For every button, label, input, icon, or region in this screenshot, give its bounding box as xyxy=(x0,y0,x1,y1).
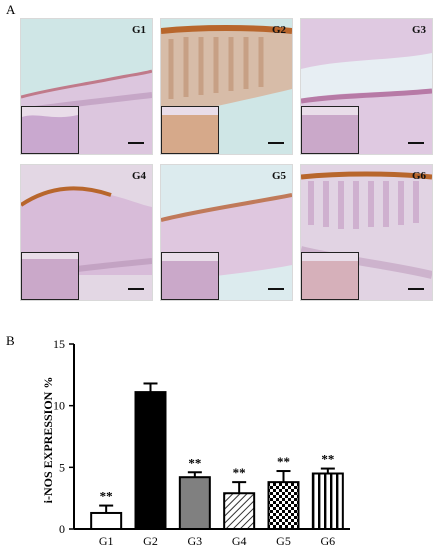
bar-g4 xyxy=(223,492,256,531)
scale-bar xyxy=(128,142,144,144)
significance-label: ** xyxy=(188,455,201,470)
x-tick-label: G6 xyxy=(320,534,335,548)
micrograph-g2-image xyxy=(161,19,292,154)
micrograph-g4: G4 xyxy=(20,164,153,301)
micrograph-g6-label: G6 xyxy=(411,170,426,182)
panel-a-letter: A xyxy=(6,2,16,17)
micrograph-g1-inset xyxy=(21,106,79,154)
scale-bar xyxy=(268,142,284,144)
micrograph-g5-label: G5 xyxy=(271,170,286,182)
scale-bar xyxy=(268,288,284,290)
scale-bar xyxy=(128,288,144,290)
micrograph-g2-label: G2 xyxy=(271,24,286,36)
micrograph-g4-inset xyxy=(21,252,79,300)
y-tick-label: 10 xyxy=(53,399,65,413)
micrograph-g6-inset xyxy=(301,252,359,300)
significance-label: ** xyxy=(277,454,290,469)
y-tick-label: 15 xyxy=(53,337,65,351)
micrograph-g4-label: G4 xyxy=(131,170,146,182)
x-tick-label: G2 xyxy=(143,534,158,548)
micrograph-g3-label: G3 xyxy=(411,24,426,36)
micrograph-g2: G2 xyxy=(160,18,293,155)
bar-g1 xyxy=(90,511,123,530)
significance-label: ** xyxy=(233,465,246,480)
y-tick-label: 0 xyxy=(59,522,65,536)
x-tick-label: G3 xyxy=(187,534,202,548)
micrograph-g3: G3 xyxy=(300,18,433,155)
bar-chart: i-NOS EXPRESSION % 0 5 10 15 ** G1 G2 ** G3 ** G4 *… xyxy=(41,337,350,548)
panel-b-letter: B xyxy=(6,333,15,348)
x-tick-label: G5 xyxy=(276,534,291,548)
micrograph-g2-inset xyxy=(161,106,219,154)
bar-g5 xyxy=(267,481,300,530)
y-tick-label: 5 xyxy=(59,460,65,474)
bar-g6 xyxy=(311,472,344,530)
y-axis-title: i-NOS EXPRESSION % xyxy=(41,377,55,504)
bar-g2 xyxy=(134,391,167,530)
x-tick-label: G4 xyxy=(232,534,247,548)
micrograph-g1-label: G1 xyxy=(131,24,146,36)
micrograph-g1: G1 xyxy=(20,18,153,155)
micrograph-g5: G5 xyxy=(160,164,293,301)
micrograph-grid: G1 G2 G3 xyxy=(20,18,433,310)
bar-g3 xyxy=(178,476,211,530)
micrograph-g3-inset xyxy=(301,106,359,154)
significance-label: ** xyxy=(321,452,334,467)
x-tick-label: G1 xyxy=(99,534,114,548)
scale-bar xyxy=(408,288,424,290)
micrograph-g6: G6 xyxy=(300,164,433,301)
significance-label: ** xyxy=(100,489,113,504)
micrograph-g5-inset xyxy=(161,252,219,300)
svg-text:i-NOS EXPRESSION %: i-NOS EXPRESSION % xyxy=(41,377,55,504)
scale-bar xyxy=(408,142,424,144)
